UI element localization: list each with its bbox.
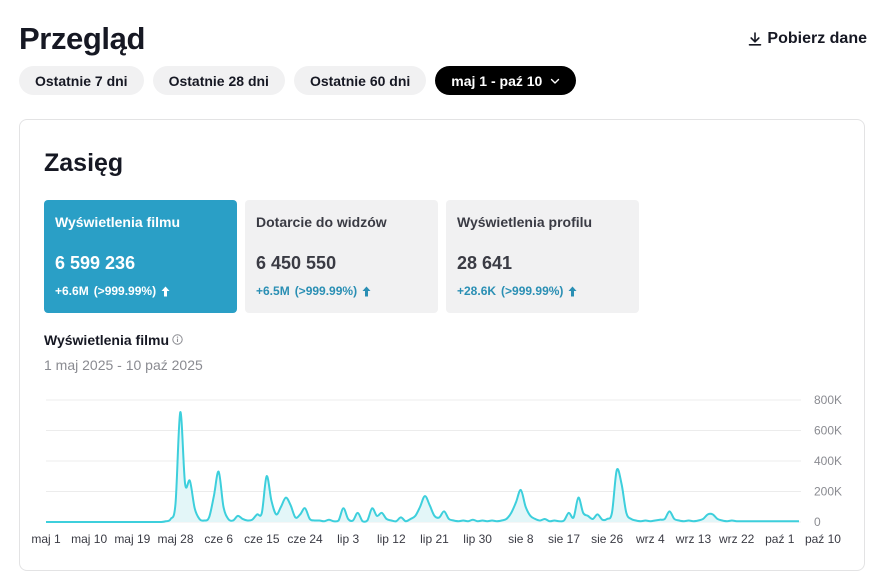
x-tick-label: cze 24: [287, 532, 323, 546]
x-tick-label: maj 28: [157, 532, 193, 546]
reach-card: Zasięg Wyświetlenia filmu 6 599 236 +6.6…: [19, 119, 865, 571]
arrow-up-icon: [362, 286, 371, 297]
download-data-button[interactable]: Pobierz dane: [748, 30, 867, 48]
x-tick-label: paź 10: [805, 532, 841, 546]
x-tick-label: maj 19: [114, 532, 150, 546]
x-tick-label: lip 30: [463, 532, 492, 546]
x-tick-label: lip 21: [420, 532, 449, 546]
chart-period: 1 maj 2025 - 10 paź 2025: [44, 357, 203, 373]
metric-reached-audience[interactable]: Dotarcie do widzów 6 450 550 +6.5M (>999…: [245, 200, 438, 313]
x-tick-label: lip 12: [377, 532, 406, 546]
x-tick-label: sie 26: [591, 532, 623, 546]
metric-label: Dotarcie do widzów: [256, 214, 387, 230]
info-icon[interactable]: [172, 332, 183, 349]
date-range-selector: Ostatnie 7 dni Ostatnie 28 dni Ostatnie …: [19, 66, 577, 95]
range-last-7-days[interactable]: Ostatnie 7 dni: [19, 66, 144, 95]
range-label: maj 1 - paź 10: [451, 72, 543, 89]
arrow-up-icon: [568, 286, 577, 297]
chevron-down-icon: [550, 73, 560, 89]
metric-delta: +6.6M (>999.99%): [55, 284, 226, 298]
series-line: [46, 411, 799, 523]
metric-profile-views[interactable]: Wyświetlenia profilu 28 641 +28.6K (>999…: [446, 200, 639, 313]
x-tick-label: wrz 4: [635, 532, 665, 546]
range-label: Ostatnie 7 dni: [35, 72, 128, 89]
chart-title-label: Wyświetlenia filmu: [44, 332, 169, 348]
range-label: Ostatnie 60 dni: [309, 72, 411, 89]
range-last-60-days[interactable]: Ostatnie 60 dni: [293, 66, 427, 95]
delta-value: +6.6M: [55, 284, 89, 298]
range-last-28-days[interactable]: Ostatnie 28 dni: [152, 66, 285, 95]
delta-percent: (>999.99%): [501, 284, 564, 298]
metric-tiles: Wyświetlenia filmu 6 599 236 +6.6M (>999…: [44, 200, 639, 313]
x-tick-label: maj 1: [31, 532, 61, 546]
delta-percent: (>999.99%): [93, 284, 157, 298]
chart-title: Wyświetlenia filmu: [44, 332, 183, 349]
y-tick-label: 600K: [814, 424, 842, 438]
range-label: Ostatnie 28 dni: [168, 72, 269, 89]
x-tick-label: maj 10: [71, 532, 107, 546]
x-tick-label: lip 3: [337, 532, 359, 546]
x-tick-label: wrz 22: [718, 532, 755, 546]
metric-delta: +6.5M (>999.99%): [256, 284, 427, 298]
y-tick-label: 0: [814, 515, 821, 529]
metric-label: Wyświetlenia profilu: [457, 214, 593, 230]
y-axis: 0 200K 400K 600K 800K: [814, 393, 842, 529]
metric-value: 28 641: [457, 253, 513, 273]
page-title: Przegląd: [19, 21, 146, 56]
metric-value: 6 450 550: [256, 253, 337, 273]
x-axis: maj 1 maj 10 maj 19 maj 28 cze 6 cze 15 cze 24…: [31, 532, 841, 546]
arrow-up-icon: [161, 286, 170, 297]
delta-value: +6.5M: [256, 284, 290, 298]
x-tick-label: wrz 13: [675, 532, 712, 546]
x-tick-label: sie 17: [548, 532, 580, 546]
metric-value: 6 599 236: [55, 253, 136, 273]
y-tick-label: 400K: [814, 454, 842, 468]
x-tick-label: sie 8: [508, 532, 534, 546]
delta-value: +28.6K: [457, 284, 497, 298]
y-tick-label: 200K: [814, 485, 842, 499]
download-label: Pobierz dane: [767, 30, 867, 47]
y-tick-label: 800K: [814, 393, 842, 407]
series-area: [46, 412, 799, 522]
metric-delta: +28.6K (>999.99%): [457, 284, 628, 298]
range-custom-dropdown[interactable]: maj 1 - paź 10: [435, 66, 577, 95]
x-tick-label: cze 6: [204, 532, 233, 546]
x-tick-label: paź 1: [765, 532, 795, 546]
x-tick-label: cze 15: [244, 532, 280, 546]
delta-percent: (>999.99%): [294, 284, 358, 298]
metric-label: Wyświetlenia filmu: [55, 214, 180, 230]
metric-video-views[interactable]: Wyświetlenia filmu 6 599 236 +6.6M (>999…: [44, 200, 237, 313]
download-icon: [748, 32, 762, 46]
section-title: Zasięg: [44, 149, 124, 177]
